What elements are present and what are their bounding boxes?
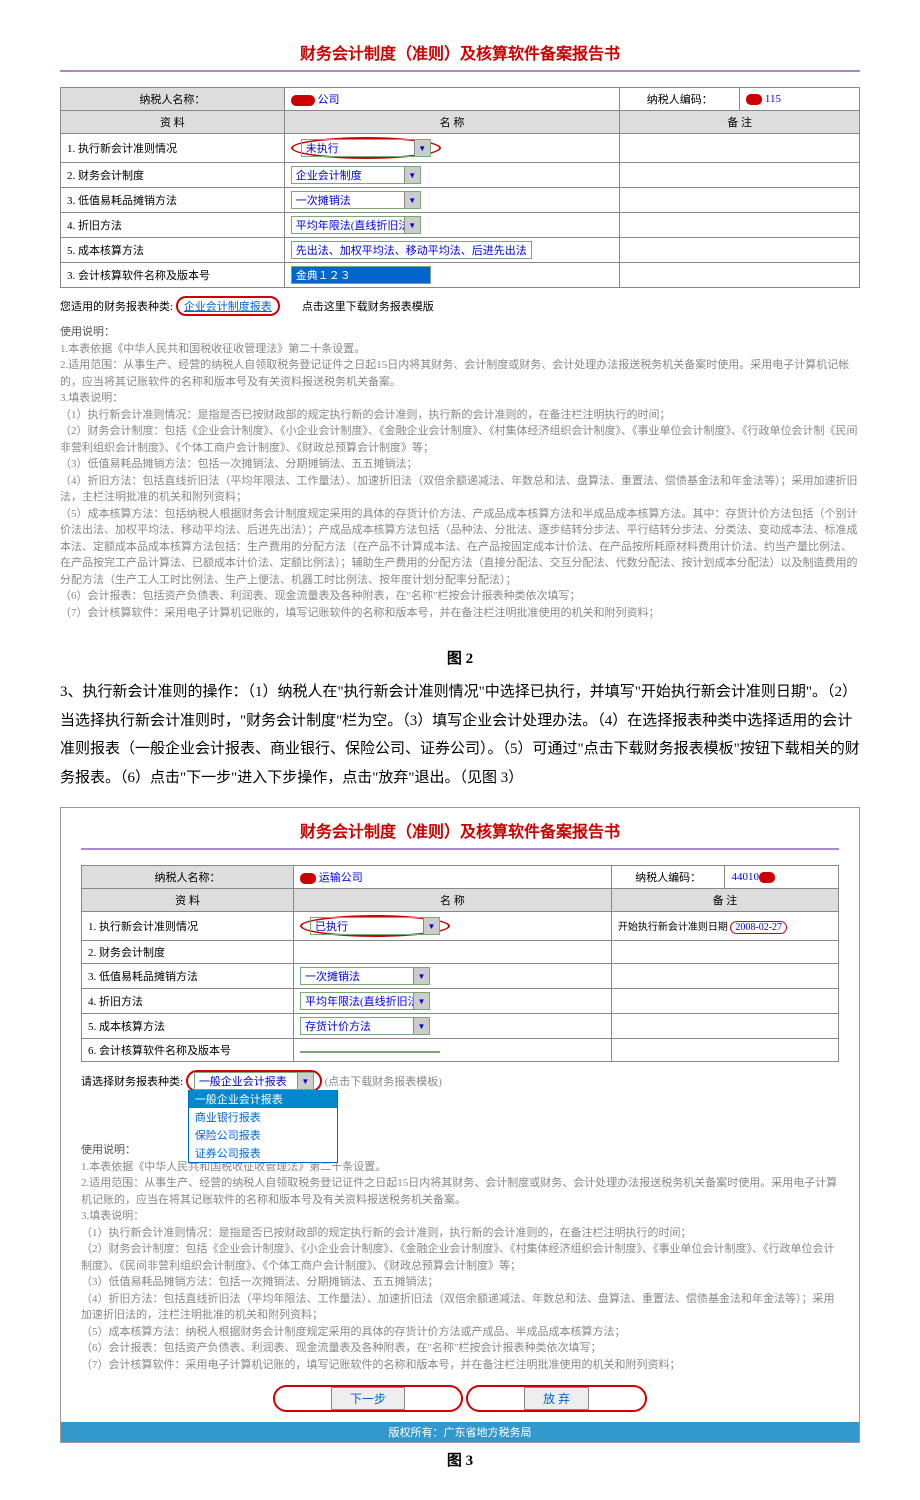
table-row: 3. 低值易耗品摊销方法 一次摊销法▼ [61, 188, 860, 213]
fig3-copyright: 版权所有：广东省地方税务局 [61, 1422, 859, 1442]
fig3-row3-select[interactable]: 平均年限法(直线折旧法)▼ [300, 992, 430, 1010]
select-option[interactable]: 一般企业会计报表 [189, 1090, 337, 1108]
fig3-title: 财务会计制度（准则）及核算软件备案报告书 [81, 818, 839, 842]
fig2-taxpayer-name-value: 公司 [317, 91, 339, 107]
fig3-button-row: 下一步 放 弃 [81, 1385, 839, 1412]
cancel-button[interactable]: 放 弃 [524, 1387, 589, 1410]
table-row: 5. 成本核算方法 先出法、加权平均法、移动平均法、后进先出法 [61, 238, 860, 263]
fig2-row4-input[interactable]: 先出法、加权平均法、移动平均法、后进先出法 [291, 241, 532, 259]
chevron-down-icon: ▼ [404, 192, 420, 208]
fig3-title-underline [81, 848, 839, 850]
fig2-row3-select[interactable]: 平均年限法(直线折旧法)▼ [291, 216, 421, 234]
red-redact [300, 873, 316, 884]
fig3-date-input[interactable]: 2008-02-27 [730, 921, 787, 934]
chevron-down-icon: ▼ [413, 968, 429, 984]
fig2-taxpayer-name-label: 纳税人名称： [61, 88, 285, 111]
fig2-taxpayer-code-cell: 115 [740, 88, 860, 111]
table-row: 2. 财务会计制度 企业会计制度▼ [61, 163, 860, 188]
fig3-caption: 图 3 [60, 1449, 860, 1470]
table-row: 3. 低值易耗品摊销方法 一次摊销法▼ [82, 964, 839, 989]
fig2-instructions: 使用说明： 1.本表依据《中华人民共和国税收征收管理法》第二十条设置。 2.适用… [60, 324, 860, 621]
fig2-report-type-row: 您适用的财务报表种类: 企业会计制度报表 点击这里下载财务报表模版 [60, 296, 860, 316]
chevron-down-icon: ▼ [404, 217, 420, 233]
fig2-report-type-link[interactable]: 企业会计制度报表 [184, 301, 272, 313]
next-button[interactable]: 下一步 [331, 1387, 405, 1410]
fig2-caption: 图 2 [0, 647, 920, 668]
fig2-hdr-ziliao: 资 料 [61, 111, 285, 134]
fig3-taxpayer-code-label: 纳税人编码： [611, 866, 725, 889]
fig2-title: 财务会计制度（准则）及核算软件备案报告书 [60, 40, 860, 64]
fig3-hdr-beizhu: 备 注 [611, 889, 838, 912]
fig3-hdr-ziliao: 资 料 [82, 889, 294, 912]
fig3-taxpayer-name-label: 纳税人名称： [82, 866, 294, 889]
chevron-down-icon: ▼ [404, 167, 420, 183]
chevron-down-icon: ▼ [423, 918, 439, 934]
fig2-row2-select[interactable]: 一次摊销法▼ [291, 191, 421, 209]
select-option[interactable]: 保险公司报表 [189, 1126, 337, 1144]
fig3-row0-select[interactable]: 已执行▼ [310, 917, 440, 935]
fig2-hdr-mingcheng: 名 称 [284, 111, 620, 134]
table-row: 1. 执行新会计准则情况 已执行▼ 开始执行新会计准则日期 2008-02-27 [82, 912, 839, 941]
red-redact [291, 95, 315, 106]
fig2-download-template[interactable]: 点击这里下载财务报表模版 [302, 301, 434, 313]
fig2-row0-select[interactable]: 未执行▼ [301, 139, 431, 157]
table-row: 3. 会计核算软件名称及版本号 金典１２３ [61, 263, 860, 288]
fig2-container: 财务会计制度（准则）及核算软件备案报告书 纳税人名称： 公司 纳税人编码： 11… [0, 0, 920, 641]
red-redact [759, 872, 775, 883]
fig3-taxpayer-code-cell: 44010 [725, 866, 839, 889]
chevron-down-icon: ▼ [414, 140, 430, 156]
fig3-row5-input[interactable] [300, 1051, 440, 1053]
chevron-down-icon: ▼ [297, 1073, 313, 1089]
fig2-hdr-beizhu: 备 注 [620, 111, 860, 134]
fig2-row1-select[interactable]: 企业会计制度▼ [291, 166, 421, 184]
select-option[interactable]: 商业银行报表 [189, 1108, 337, 1126]
select-option[interactable]: 证券公司报表 [189, 1144, 337, 1162]
table-row: 1. 执行新会计准则情况 未执行▼ [61, 134, 860, 163]
fig3-row4-select[interactable]: 存货计价方法▼ [300, 1017, 430, 1035]
fig3-download-hint[interactable]: (点击下载财务报表模板) [325, 1076, 442, 1088]
table-row: 5. 成本核算方法 存货计价方法▼ [82, 1014, 839, 1039]
body-paragraph: 3、执行新会计准则的操作：（1）纳税人在"执行新会计准则情况"中选择已执行，并填… [60, 678, 860, 792]
fig2-title-underline [60, 70, 860, 72]
table-row: 6. 会计核算软件名称及版本号 [82, 1039, 839, 1062]
fig2-taxpayer-code-value: 115 [765, 93, 781, 105]
fig3-taxpayer-name-value: 运输公司 [319, 869, 363, 885]
fig2-taxpayer-code-label: 纳税人编码： [620, 88, 740, 111]
chevron-down-icon: ▼ [413, 993, 429, 1009]
fig3-row2-select[interactable]: 一次摊销法▼ [300, 967, 430, 985]
fig3-hdr-mingcheng: 名 称 [293, 889, 611, 912]
table-row: 2. 财务会计制度 [82, 941, 839, 964]
fig2-form-table: 纳税人名称： 公司 纳税人编码： 115 资 料 名 称 备 注 1. 执行新会… [60, 87, 860, 288]
chevron-down-icon: ▼ [413, 1018, 429, 1034]
fig3-select-row: 请选择财务报表种类: 一般企业会计报表▼ 一般企业会计报表 商业银行报表 保险公… [81, 1070, 839, 1092]
fig3-instructions: 使用说明： 1.本表依据《中华人民共和国税收征收管理法》第二十条设置。 2.适用… [81, 1142, 839, 1373]
table-row: 4. 折旧方法 平均年限法(直线折旧法)▼ [61, 213, 860, 238]
table-row: 4. 折旧方法 平均年限法(直线折旧法)▼ [82, 989, 839, 1014]
fig3-container: 财务会计制度（准则）及核算软件备案报告书 纳税人名称： 运输公司 纳税人编码： … [60, 807, 860, 1443]
fig3-form-table: 纳税人名称： 运输公司 纳税人编码： 44010 资 料 名 称 备 注 [81, 865, 839, 1062]
fig3-select-options: 一般企业会计报表 商业银行报表 保险公司报表 证券公司报表 [188, 1090, 338, 1163]
fig3-taxpayer-code-value: 44010 [731, 871, 759, 883]
fig3-report-type-select[interactable]: 一般企业会计报表▼ [194, 1072, 314, 1090]
fig2-taxpayer-name-cell: 公司 [284, 88, 620, 111]
fig3-taxpayer-name-cell: 运输公司 [293, 866, 611, 889]
fig2-row5-input[interactable]: 金典１２３ [291, 266, 431, 284]
red-redact [746, 94, 762, 105]
